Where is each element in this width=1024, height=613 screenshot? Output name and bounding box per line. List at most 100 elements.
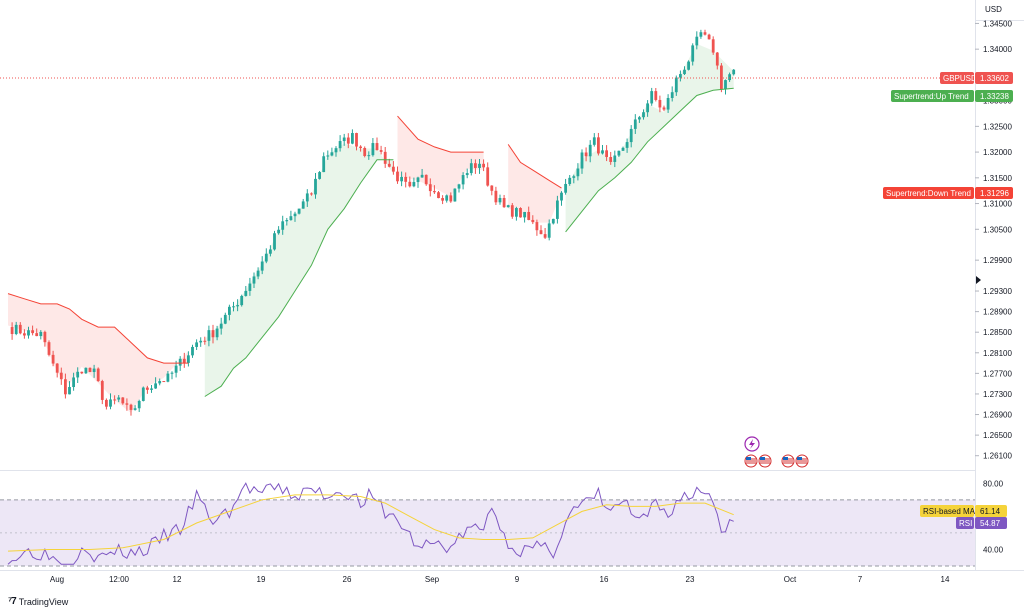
candle-body <box>297 208 301 214</box>
us-flag-icon[interactable] <box>795 454 809 468</box>
tradingview-logo[interactable]: ⁷7 TradingView <box>8 596 68 607</box>
price-pane[interactable] <box>0 0 975 470</box>
candle-body <box>728 74 731 81</box>
candle-body <box>392 166 395 172</box>
candle-body <box>363 147 367 157</box>
price-tick-label: 1.28100 <box>983 349 1012 358</box>
candle-body <box>105 399 108 407</box>
candle-body <box>396 171 399 182</box>
candle-body <box>523 211 526 218</box>
candle-body <box>527 211 531 220</box>
candle-body <box>597 137 600 154</box>
candle-body <box>629 128 633 143</box>
candle-body <box>437 192 440 199</box>
candle-body <box>18 324 22 334</box>
supertrend-fills <box>8 43 734 413</box>
candle-body <box>580 152 584 169</box>
candle-body <box>150 388 153 390</box>
price-tick-label: 1.29300 <box>983 287 1012 296</box>
candle-body <box>576 168 580 177</box>
rsi-label: RSI <box>959 519 972 528</box>
candle-body <box>609 157 613 162</box>
candle-body <box>269 249 272 254</box>
candle-body <box>84 367 88 374</box>
us-flag-icon[interactable] <box>744 454 758 468</box>
candle-body <box>14 324 18 335</box>
candle-body <box>387 163 391 167</box>
event-markers[interactable] <box>744 436 809 468</box>
time-tick-label: Sep <box>425 575 440 584</box>
candle-body <box>170 372 174 374</box>
price-tick-label: 1.29900 <box>983 256 1012 265</box>
candle-body <box>650 91 654 104</box>
axis-scroll-arrow-icon[interactable] <box>976 276 981 284</box>
candle-body <box>129 404 133 410</box>
candle-body <box>35 333 39 337</box>
candle-body <box>428 184 432 192</box>
candle-body <box>375 143 379 151</box>
candle-body <box>724 80 727 90</box>
brand-name: TradingView <box>18 596 69 607</box>
candle-body <box>39 331 43 337</box>
candle-body <box>613 155 617 162</box>
candle-body <box>404 176 408 182</box>
candle-body <box>568 177 572 184</box>
candle-body <box>76 371 80 378</box>
candle-body <box>711 39 715 53</box>
candle-body <box>203 340 207 342</box>
supertrend-down-value: 1.31296 <box>980 189 1009 198</box>
candle-body <box>732 69 736 75</box>
candle-body <box>109 399 112 407</box>
lightning-icon <box>749 439 755 449</box>
us-flag-icon[interactable] <box>781 454 795 468</box>
candle-body <box>248 283 252 291</box>
candle-body <box>564 183 567 193</box>
time-tick-label: 7 <box>858 575 863 584</box>
price-tick-label: 1.26900 <box>983 411 1012 420</box>
price-tick-label: 1.31000 <box>983 200 1012 209</box>
candle-body <box>178 358 182 366</box>
candle-body <box>113 399 116 401</box>
candle-body <box>351 133 354 144</box>
candle-body <box>416 177 420 183</box>
price-tick-label: 1.27300 <box>983 390 1012 399</box>
candle-body <box>539 230 543 235</box>
price-tick-label: 1.32000 <box>983 148 1012 157</box>
candle-body <box>240 295 244 306</box>
candle-body <box>482 163 485 168</box>
candle-body <box>219 323 223 329</box>
candle-body <box>125 403 129 405</box>
us-flag-icon[interactable] <box>758 454 772 468</box>
candle-body <box>531 219 535 223</box>
candle-body <box>310 193 313 195</box>
candle-body <box>305 193 309 202</box>
candle-body <box>461 175 465 185</box>
supertrend-down-line <box>7 293 189 364</box>
candle-body <box>64 379 67 395</box>
candle-body <box>301 201 305 209</box>
supertrend-up-label: Supertrend:Up Trend <box>894 92 969 101</box>
symbol-price-tag: GBPUSD 1.33602 <box>940 72 1013 84</box>
candle-body <box>293 213 297 217</box>
candle-body <box>146 387 149 390</box>
candle-body <box>59 372 63 380</box>
candle-body <box>367 155 371 157</box>
candle-body <box>457 184 461 189</box>
candle-body <box>547 223 551 238</box>
candle-body <box>23 333 26 336</box>
supertrend-up-line <box>565 87 734 233</box>
candle-body <box>55 363 59 373</box>
candle-body <box>543 234 547 238</box>
candle-body <box>359 146 362 148</box>
candle-body <box>720 65 723 90</box>
candle-body <box>47 342 51 355</box>
candle-body <box>584 152 588 157</box>
candle-body <box>601 150 604 154</box>
candle-body <box>478 163 481 168</box>
candle-body <box>625 142 629 148</box>
price-tick-label: 1.34500 <box>983 19 1012 28</box>
candle-body <box>326 155 330 157</box>
candle-body <box>683 69 686 75</box>
candle-body <box>469 163 473 174</box>
